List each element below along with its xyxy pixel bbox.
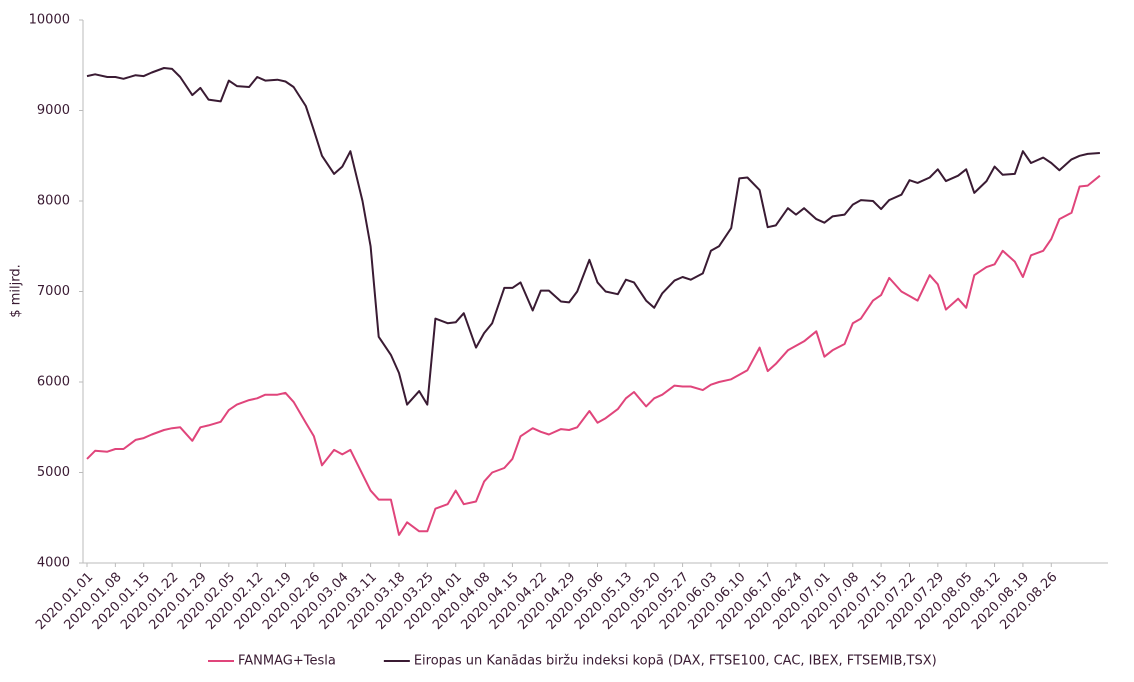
y-tick-label: 8000 <box>37 194 70 209</box>
y-tick-label: 10000 <box>29 13 70 28</box>
legend-label: Eiropas un Kanādas biržu indeksi kopā (D… <box>414 654 937 669</box>
series-line <box>86 174 1101 536</box>
y-axis-label: $ miljrd. <box>9 264 24 317</box>
y-tick-label: 5000 <box>37 465 70 480</box>
y-tick-label: 7000 <box>37 284 70 299</box>
y-tick-label: 9000 <box>37 103 70 118</box>
series-line <box>86 67 1100 406</box>
y-tick-label: 6000 <box>37 375 70 390</box>
legend-label: FANMAG+Tesla <box>238 654 336 669</box>
y-tick-label: 4000 <box>37 556 70 571</box>
